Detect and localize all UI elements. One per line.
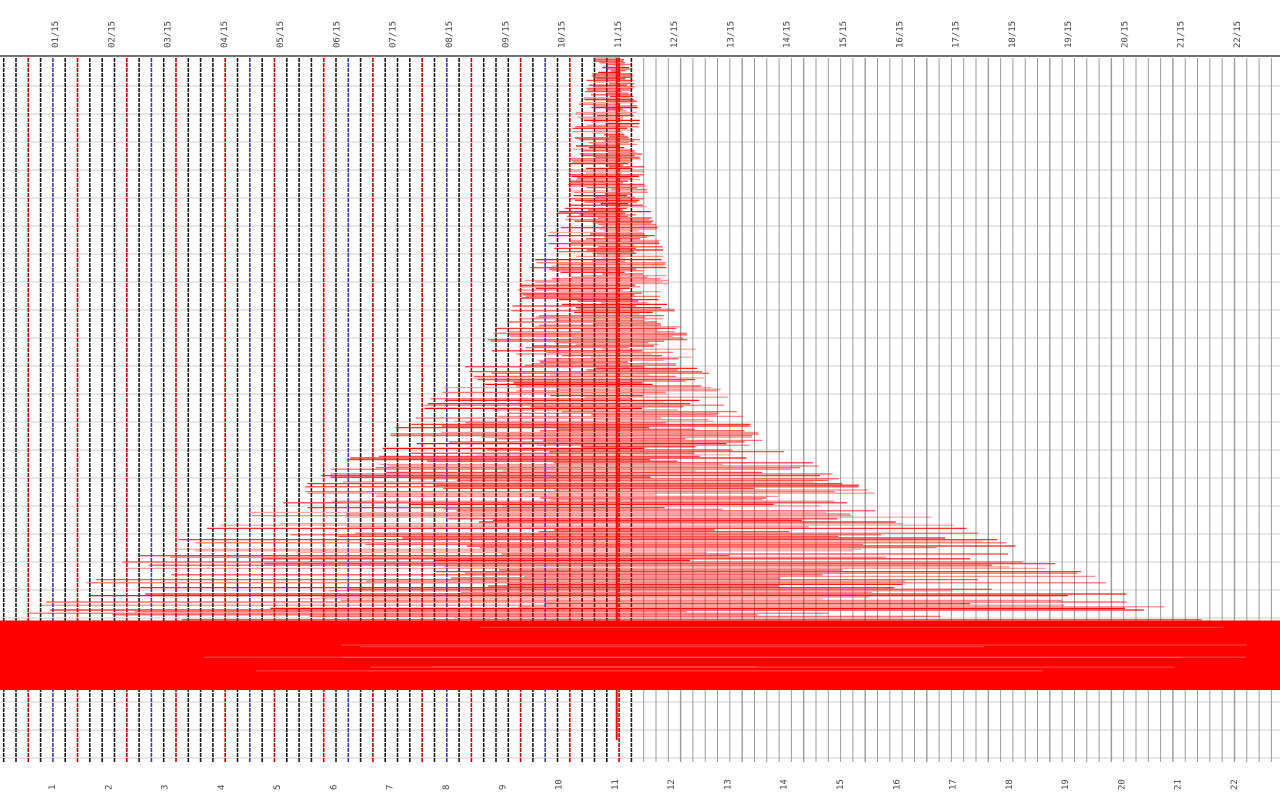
bottom-tick-label: 12 [667,779,677,790]
top-tick-label: 03/15 [164,21,174,48]
bottom-tick-label: 10 [555,779,565,790]
bottom-tick-label: 19 [1061,779,1071,790]
bottom-tick-label: 4 [217,785,227,790]
top-tick-label: 10/15 [558,21,568,48]
top-tick-label: 01/15 [51,21,61,48]
bottom-tick-label: 20 [1117,779,1127,790]
bottom-tick-label: 3 [161,785,171,790]
bottom-tick-label: 8 [442,785,452,790]
bottom-tick-label: 7 [386,785,396,790]
top-tick-label: 16/15 [895,21,905,48]
top-tick-label: 17/15 [952,21,962,48]
signal-saturated-band [0,620,1280,690]
top-tick-label: 04/15 [220,21,230,48]
top-tick-label: 19/15 [1064,21,1074,48]
bottom-tick-label: 21 [1174,779,1184,790]
bottom-tick-label: 1 [48,785,58,790]
bottom-tick-label: 14 [780,779,790,790]
bottom-tick-label: 13 [723,779,733,790]
bottom-tick-label: 6 [329,785,339,790]
bottom-tick-label: 18 [1005,779,1015,790]
top-tick-label: 05/15 [276,21,286,48]
top-tick-label: 06/15 [332,21,342,48]
top-tick-label: 11/15 [614,21,624,48]
top-tick-label: 09/15 [501,21,511,48]
bottom-tick-label: 11 [611,779,621,790]
bottom-tick-labels: 1 2 3 4 5 6 7 8 9 10 11 12 13 14 15 16 17 18 19 20 21 22 [48,779,1240,790]
bottom-tick-label: 16 [892,779,902,790]
top-tick-label: 08/15 [445,21,455,48]
bottom-tick-label: 17 [949,779,959,790]
bottom-tick-label: 2 [104,785,114,790]
top-tick-label: 15/15 [839,21,849,48]
top-tick-label: 22/15 [1233,21,1243,48]
top-tick-label: 14/15 [783,21,793,48]
bottom-tick-label: 15 [836,779,846,790]
bottom-tick-label: 9 [498,785,508,790]
top-tick-label: 07/15 [389,21,399,48]
top-tick-label: 13/15 [726,21,736,48]
top-tick-label: 12/15 [670,21,680,48]
bottom-tick-label: 5 [273,785,283,790]
top-tick-label: 18/15 [1008,21,1018,48]
red-signal-series [0,57,1280,740]
top-tick-labels: 01/15 02/15 03/15 04/15 05/15 06/15 07/15 08/15… [51,21,1243,48]
top-tick-label: 21/15 [1177,21,1187,48]
top-tick-label: 02/15 [107,21,117,48]
bottom-tick-label: 22 [1230,779,1240,790]
top-tick-label: 20/15 [1120,21,1130,48]
